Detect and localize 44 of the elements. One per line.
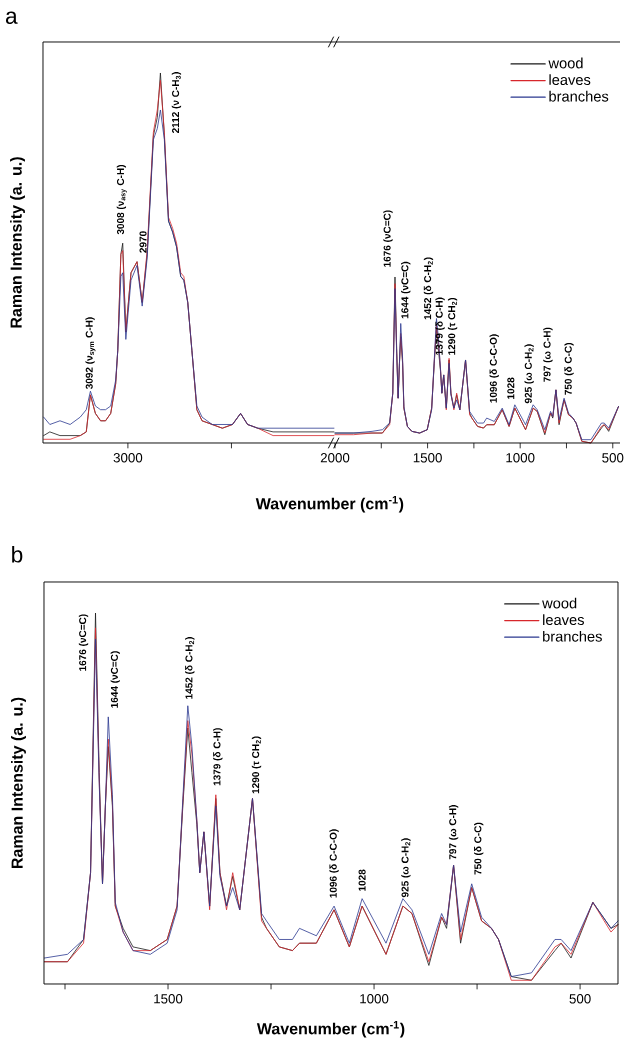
chart-title: a	[5, 11, 18, 24]
x-axis-title: Wavenumber (cm$^{-1}$)	[256, 1021, 405, 1038]
x-tick-label: 1500	[413, 453, 442, 463]
annotation: 1096 (δ C-C-O)	[489, 334, 499, 403]
x-tick-label: 1000	[506, 453, 535, 463]
annotation: 750 (δ C-C)	[473, 822, 484, 875]
annotation: 797 (ω C-H)	[448, 805, 459, 860]
annotation: 925 (ω C-H$_{2}$)	[524, 344, 534, 404]
annotation: 1676 (νC=C)	[383, 210, 393, 267]
annotation: 1379 (δ C-H)	[213, 728, 223, 786]
annotation: 1096 (δ C-C-O)	[329, 829, 339, 898]
x-tick-label: 1000	[360, 994, 389, 1004]
annotation: 3092 (ν$_{sym}$ C-H)	[85, 317, 96, 390]
x-tick-label: 500	[569, 994, 591, 1004]
y-axis-title: Raman Intensity (a. u.)	[10, 697, 26, 869]
x-tick-label: 3000	[113, 453, 143, 463]
annotation: 3008 (ν$_{asy}$ C-H)	[116, 164, 127, 235]
annotation: 925 (ω C-H$_{2}$)	[401, 838, 411, 898]
x-tick-label: 500	[602, 453, 624, 463]
legend-label: wood	[541, 597, 577, 609]
annotation: 1379 (δ C-H)	[435, 297, 445, 355]
legend-label: branches	[542, 630, 602, 642]
annotation: 1644 (νC=C)	[110, 651, 120, 708]
legend-label: leaves	[549, 74, 591, 86]
annotation: 1452 (δ C-H$_{2}$)	[184, 637, 195, 699]
annotation: 1676 (νC=C)	[78, 614, 88, 671]
annotation: 797 (ω C-H)	[543, 327, 553, 382]
annotation: 2970	[139, 231, 147, 253]
annotation: 1028	[358, 869, 366, 891]
annotation: 1290 (τ CH$_{2}$)	[251, 736, 261, 794]
annotation: 1452 (δ C-H$_{2}$)	[423, 257, 433, 320]
y-axis-title: Raman Intensity (a. u.)	[9, 157, 25, 328]
annotation: 1644 (νC=C)	[400, 261, 411, 319]
annotation: 1028	[507, 377, 515, 399]
x-tick-label: 2000	[320, 453, 350, 463]
x-tick-label: 1500	[154, 994, 183, 1004]
x-axis-title: Wavenumber (cm$^{-1}$)	[255, 496, 404, 513]
legend-label: leaves	[542, 614, 584, 626]
annotation: 750 (δ C-C)	[564, 343, 574, 395]
annotation: 2112 (ν C-H$_{3}$)	[171, 72, 181, 134]
chart-title: b	[11, 545, 23, 563]
legend-label: branches	[549, 90, 609, 102]
legend-label: wood	[548, 57, 583, 69]
annotation: 1290 (τ CH$_{2}$)	[447, 297, 458, 355]
